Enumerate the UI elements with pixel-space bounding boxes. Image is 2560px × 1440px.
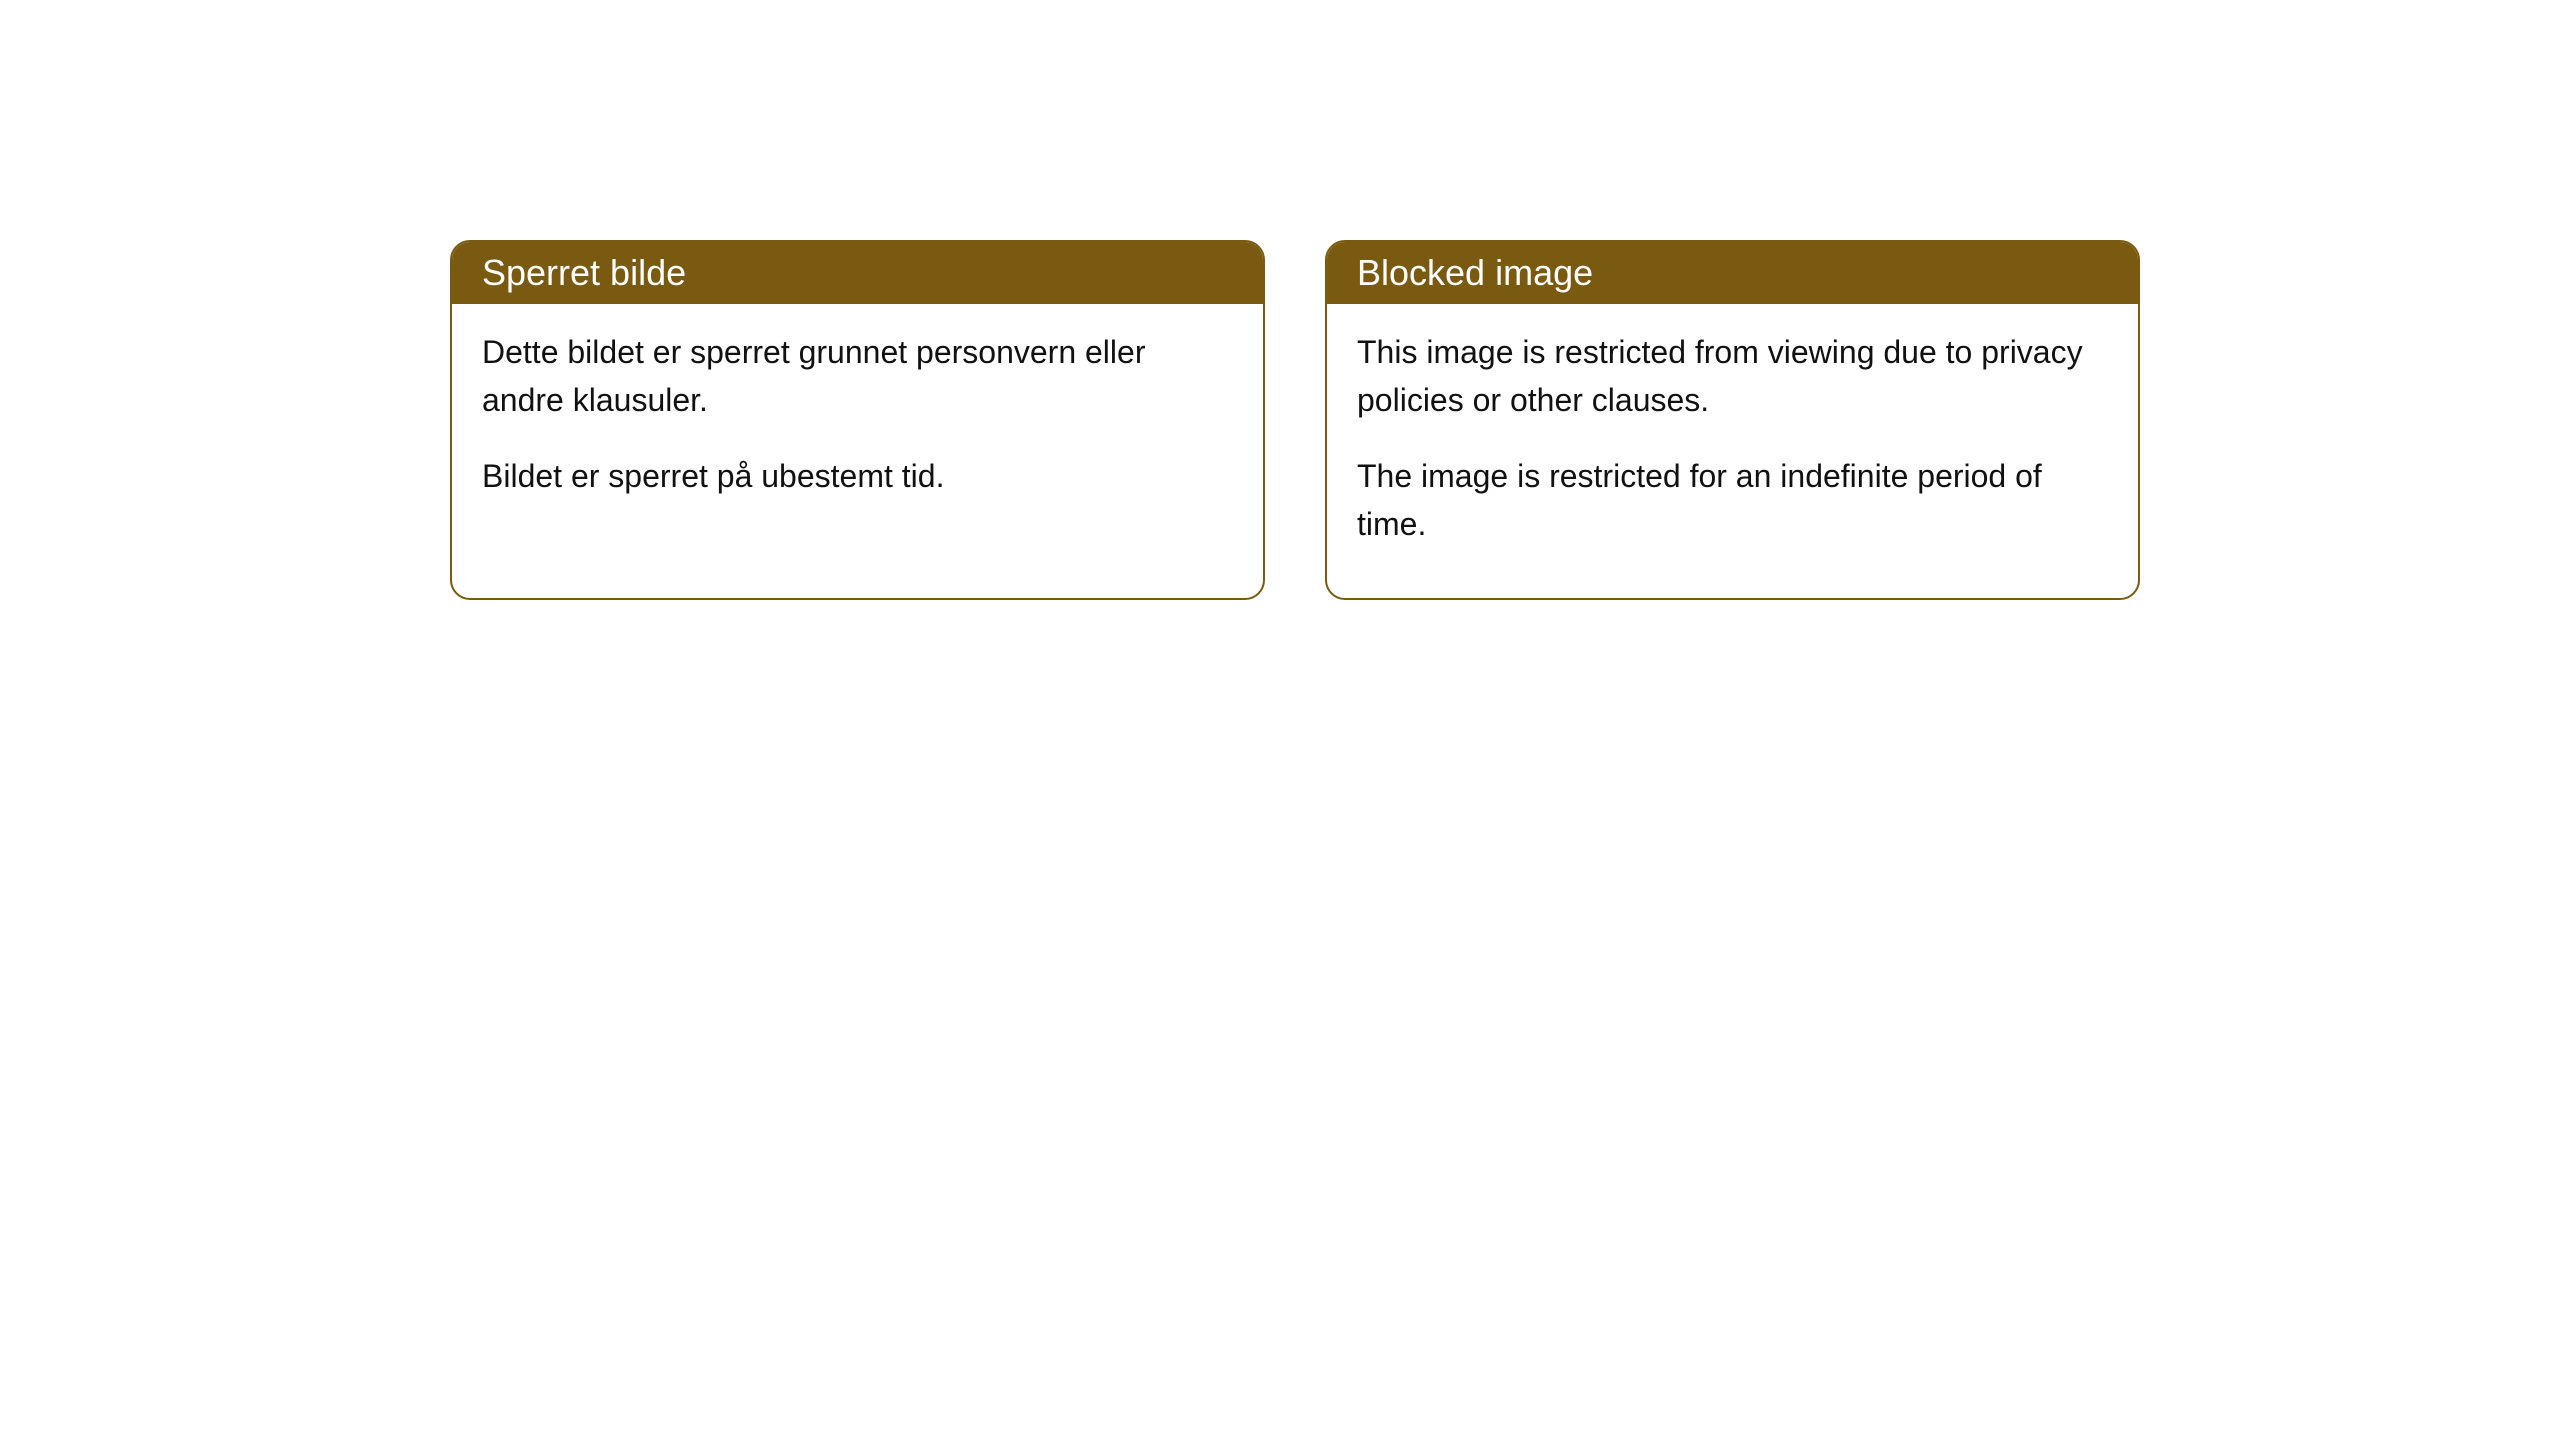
card-body: This image is restricted from viewing du… [1327, 304, 2138, 598]
card-paragraph: Bildet er sperret på ubestemt tid. [482, 452, 1233, 500]
card-paragraph: The image is restricted for an indefinit… [1357, 452, 2108, 548]
card-paragraph: Dette bildet er sperret grunnet personve… [482, 328, 1233, 424]
card-paragraph: This image is restricted from viewing du… [1357, 328, 2108, 424]
card-body: Dette bildet er sperret grunnet personve… [452, 304, 1263, 550]
card-title: Sperret bilde [482, 252, 686, 293]
card-header: Blocked image [1327, 242, 2138, 304]
notice-card-norwegian: Sperret bilde Dette bildet er sperret gr… [450, 240, 1265, 600]
notice-cards-container: Sperret bilde Dette bildet er sperret gr… [450, 240, 2140, 600]
card-title: Blocked image [1357, 252, 1593, 293]
notice-card-english: Blocked image This image is restricted f… [1325, 240, 2140, 600]
card-header: Sperret bilde [452, 242, 1263, 304]
